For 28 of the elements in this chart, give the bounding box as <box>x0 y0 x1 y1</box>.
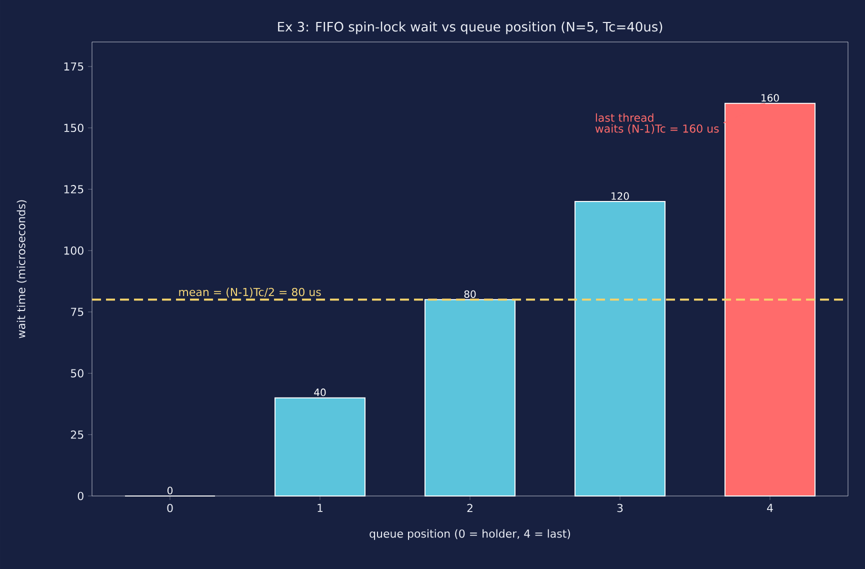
y-tick-label: 0 <box>78 492 84 500</box>
y-tick-label: 175 <box>64 62 84 71</box>
data-label: 0 <box>167 486 173 494</box>
bar <box>274 397 366 496</box>
y-tick-label: 75 <box>71 308 84 316</box>
y-tick-label: 125 <box>64 185 84 194</box>
ref-line-label: mean = (N-1)Tc/2 = 80 us <box>179 288 321 298</box>
chart-title: Ex 3: FIFO spin-lock wait vs queue position (N=5, Tc=40us) <box>278 22 662 34</box>
bar <box>424 299 516 496</box>
annotation: last thread <box>596 113 654 122</box>
x-tick-label: 2 <box>467 504 472 512</box>
bar <box>724 102 816 496</box>
x-tick-label: 1 <box>318 504 322 512</box>
y-tick-label: 150 <box>64 124 84 132</box>
data-label: 80 <box>464 290 476 298</box>
annotation: waits (N-1)Tc = 160 us <box>595 124 719 134</box>
y-tick-label: 50 <box>70 369 84 378</box>
x-tick-label: 0 <box>167 504 173 512</box>
data-label: 40 <box>314 388 326 396</box>
bar <box>574 201 666 496</box>
x-axis-title: queue position (0 = holder, 4 = last) <box>370 529 570 540</box>
y-tick-label: 25 <box>70 430 84 439</box>
x-tick-label: 4 <box>767 504 773 512</box>
y-tick-label: 100 <box>64 246 84 255</box>
y-axis-title: wait time (microseconds) <box>16 200 27 338</box>
x-tick-label: 3 <box>617 504 623 512</box>
data-label: 160 <box>762 94 779 102</box>
data-label: 120 <box>612 192 629 200</box>
